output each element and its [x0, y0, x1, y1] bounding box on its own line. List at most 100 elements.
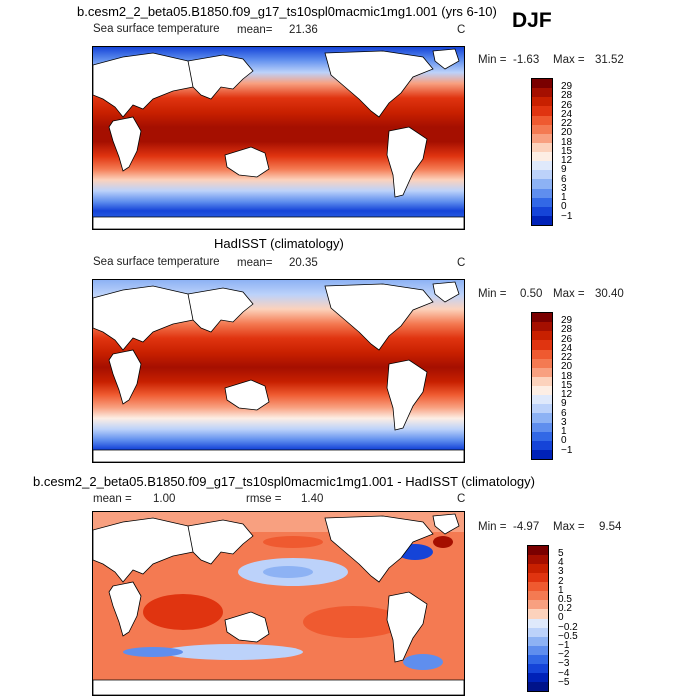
- colorbar-tick: 1: [561, 426, 567, 437]
- colorbar-tick: −1: [558, 640, 570, 651]
- colorbar-tick: 29: [561, 81, 573, 92]
- colorbar-tick: 2: [558, 575, 564, 587]
- colorbar-tick: 3: [561, 182, 567, 194]
- colorbar-segment: [532, 142, 552, 152]
- colorbar-tick: 9: [561, 164, 567, 176]
- panel3-rmse: 1.40: [301, 493, 324, 505]
- colorbar-segment: [532, 340, 552, 350]
- colorbar-tick: 1: [558, 584, 564, 596]
- colorbar-tick: 0: [561, 201, 567, 213]
- panel2-units: C: [457, 257, 466, 269]
- colorbar-segment: [532, 404, 552, 414]
- panel1-mean-label: mean=: [237, 24, 273, 36]
- colorbar-segment: [532, 197, 552, 207]
- panel3-colorbar: [527, 545, 549, 692]
- panel1-min: -1.63: [513, 54, 540, 66]
- panel1-variable: Sea surface temperature: [93, 23, 220, 35]
- season-label: DJF: [512, 9, 552, 32]
- colorbar-tick: 4: [558, 557, 564, 569]
- colorbar-segment: [532, 322, 552, 332]
- colorbar-tick: −4: [558, 667, 570, 679]
- colorbar-tick: 0.5: [558, 594, 572, 605]
- colorbar-tick: 18: [561, 136, 573, 148]
- colorbar-tick: 28: [561, 90, 573, 102]
- colorbar-tick: −1: [561, 210, 573, 222]
- colorbar-segment: [528, 663, 548, 673]
- colorbar-tick: 0: [558, 612, 564, 624]
- panel2-title: HadISST (climatology): [214, 236, 344, 251]
- colorbar-tick: 24: [561, 108, 573, 120]
- colorbar-tick: 0: [561, 435, 567, 447]
- colorbar-segment: [532, 206, 552, 216]
- panel2-hadisst-map: [92, 279, 465, 463]
- panel3-units: C: [457, 493, 466, 505]
- colorbar-segment: [532, 431, 552, 441]
- colorbar-tick: 3: [558, 566, 564, 578]
- colorbar-tick: 26: [561, 99, 573, 111]
- panel3-difference-map: [92, 511, 465, 696]
- colorbar-segment: [532, 133, 552, 143]
- colorbar-segment: [532, 413, 552, 423]
- colorbar-tick: 22: [561, 352, 573, 363]
- colorbar-segment: [532, 215, 552, 225]
- colorbar-tick: 12: [561, 389, 573, 400]
- colorbar-tick: 28: [561, 324, 573, 336]
- panel3-max: 9.54: [599, 521, 622, 533]
- colorbar-segment: [528, 672, 548, 682]
- colorbar-segment: [532, 79, 552, 89]
- colorbar-tick: 26: [561, 333, 573, 345]
- colorbar-tick: −0.5: [558, 630, 578, 642]
- colorbar-tick: −0.2: [558, 621, 578, 633]
- colorbar-segment: [528, 591, 548, 601]
- colorbar-segment: [532, 124, 552, 134]
- panel2-variable: Sea surface temperature: [93, 256, 220, 268]
- colorbar-segment: [528, 573, 548, 583]
- panel3-mean-label: mean =: [93, 493, 132, 505]
- colorbar-tick: 6: [561, 173, 567, 185]
- colorbar-segment: [528, 654, 548, 664]
- colorbar-segment: [532, 179, 552, 189]
- colorbar-tick: 15: [561, 145, 573, 157]
- panel3-title: b.cesm2_2_beta05.B1850.f09_g17_ts10spl0m…: [33, 474, 535, 489]
- colorbar-segment: [528, 645, 548, 655]
- colorbar-tick: 22: [561, 118, 573, 129]
- colorbar-segment: [532, 161, 552, 171]
- colorbar-segment: [528, 618, 548, 628]
- colorbar-segment: [532, 349, 552, 359]
- panel3-mean: 1.00: [153, 493, 176, 505]
- panel3-rmse-label: rmse =: [246, 493, 282, 505]
- panel1-max-label: Max =: [553, 54, 585, 66]
- panel1-title: b.cesm2_2_beta05.B1850.f09_g17_ts10spl0m…: [77, 4, 497, 19]
- colorbar-segment: [528, 609, 548, 619]
- colorbar-tick: 0.2: [558, 603, 572, 615]
- colorbar-segment: [528, 627, 548, 637]
- colorbar-tick: −2: [558, 649, 570, 661]
- colorbar-tick: 15: [561, 379, 573, 391]
- colorbar-segment: [532, 188, 552, 198]
- colorbar-tick: 20: [561, 361, 573, 373]
- panel2-min-label: Min =: [478, 288, 507, 300]
- colorbar-segment: [532, 376, 552, 386]
- colorbar-tick: 24: [561, 342, 573, 354]
- panel1-mean: 21.36: [289, 24, 318, 36]
- panel2-colorbar: [531, 312, 553, 460]
- colorbar-segment: [532, 422, 552, 432]
- colorbar-segment: [532, 440, 552, 450]
- colorbar-segment: [532, 313, 552, 323]
- colorbar-tick: 1: [561, 192, 567, 203]
- panel1-colorbar: [531, 78, 553, 226]
- panel1-min-label: Min =: [478, 54, 507, 66]
- colorbar-segment: [528, 546, 548, 556]
- panel1-max: 31.52: [595, 54, 624, 66]
- panel1-model-sst-map: [92, 46, 465, 230]
- colorbar-segment: [528, 681, 548, 691]
- colorbar-segment: [532, 358, 552, 368]
- colorbar-segment: [532, 449, 552, 459]
- colorbar-tick: −5: [558, 676, 570, 688]
- colorbar-tick: −3: [558, 658, 570, 670]
- colorbar-tick: 20: [561, 127, 573, 139]
- colorbar-segment: [532, 106, 552, 116]
- colorbar-segment: [532, 115, 552, 125]
- colorbar-segment: [532, 367, 552, 377]
- colorbar-tick: 9: [561, 398, 567, 410]
